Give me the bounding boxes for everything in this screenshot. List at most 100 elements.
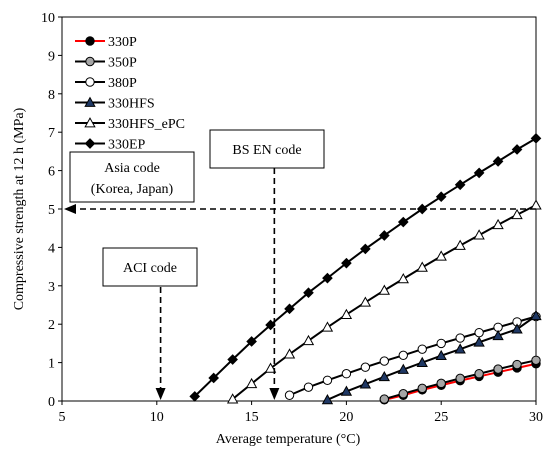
asia-code-arrowhead: [64, 204, 76, 214]
series-380p: [284, 311, 541, 400]
data-point: [341, 369, 352, 379]
data-point: [284, 390, 295, 400]
series-layer: [189, 133, 542, 405]
legend-item: 330EP: [75, 138, 146, 153]
data-point: [435, 191, 447, 203]
data-point: [473, 167, 485, 179]
data-point: [302, 334, 315, 346]
data-point: [474, 327, 484, 338]
x-axis-title: Average temperature (°C): [216, 432, 361, 447]
annotation-layer: Asia code (Korea, Japan) BS EN code ACI cod…: [64, 129, 536, 400]
plot-area: 0 1 2 3 4 5 6 7 8 9 10 5 10 15 20 25 30: [41, 11, 543, 425]
data-point: [454, 179, 466, 191]
data-point: [493, 364, 503, 374]
data-point: [436, 338, 446, 349]
data-point: [283, 348, 296, 359]
data-point: [511, 144, 523, 155]
y-tick-label: 7: [48, 126, 55, 141]
bs-en-code-arrowhead: [269, 388, 280, 400]
legend-label: 330P: [108, 35, 137, 50]
data-point: [227, 354, 238, 365]
data-point: [397, 216, 409, 228]
data-point: [492, 218, 504, 230]
bs-en-code-label: BS EN code: [232, 143, 301, 158]
data-point: [398, 350, 408, 361]
legend-marker: [85, 77, 95, 87]
aci-code-arrowhead: [155, 388, 166, 400]
series-line: [194, 137, 537, 398]
series-330ep: [189, 133, 542, 402]
data-point: [379, 356, 390, 366]
data-point: [398, 389, 408, 399]
y-tick-label: 9: [48, 49, 55, 64]
data-point: [530, 199, 542, 210]
aci-code-label: ACI code: [123, 261, 177, 276]
data-point: [360, 362, 371, 372]
y-tick-label: 4: [48, 241, 55, 256]
x-tick-label: 10: [150, 410, 164, 425]
data-point: [341, 257, 352, 269]
series-330hfs-epc: [226, 199, 542, 404]
x-tick-label: 5: [59, 410, 66, 425]
legend-marker: [85, 36, 95, 46]
legend-label: 350P: [108, 56, 137, 71]
x-tick-label: 30: [529, 410, 543, 425]
legend-label: 380P: [108, 76, 137, 91]
legend-item: 330HFS_ePC: [75, 117, 185, 132]
data-point: [435, 250, 447, 261]
legend-marker: [84, 96, 96, 107]
data-point: [303, 382, 314, 392]
data-point: [473, 229, 485, 240]
data-point: [322, 272, 333, 284]
data-point: [264, 362, 277, 373]
data-point: [321, 393, 334, 405]
data-point: [245, 377, 258, 389]
data-point: [303, 287, 314, 299]
y-tick-label: 1: [48, 357, 55, 372]
data-point: [474, 369, 484, 379]
data-point: [512, 359, 522, 370]
y-tick-label: 2: [48, 318, 55, 333]
legend-marker: [84, 138, 96, 149]
y-tick-label: 3: [48, 280, 55, 295]
y-tick-label: 8: [48, 88, 55, 103]
data-point: [321, 321, 334, 332]
legend: 330P 350P 380P 330HFS 330HFS_ePC 330EP: [75, 35, 185, 153]
legend-marker: [84, 117, 96, 128]
y-axis-title: Compressive strength at 12 h (MPa): [12, 107, 27, 310]
data-point: [189, 391, 201, 402]
asia-code-sublabel: (Korea, Japan): [91, 182, 174, 197]
data-point: [226, 393, 239, 404]
data-point: [246, 336, 257, 347]
data-point: [417, 383, 427, 394]
data-point: [360, 243, 371, 255]
x-tick-label: 25: [434, 410, 448, 425]
data-point: [530, 309, 542, 321]
data-point: [454, 343, 466, 354]
legend-label: 330HFS: [108, 97, 155, 112]
data-point: [322, 375, 333, 385]
data-point: [417, 344, 427, 354]
x-tick-label: 15: [245, 410, 259, 425]
data-point: [455, 373, 465, 384]
legend-label: 330EP: [108, 138, 146, 153]
data-point: [531, 355, 541, 365]
x-tick-label: 20: [339, 410, 353, 425]
legend-item: 380P: [75, 76, 137, 91]
data-point: [397, 273, 409, 284]
series-330hfs: [321, 309, 542, 405]
data-point: [379, 394, 390, 404]
legend-label: 330HFS_ePC: [108, 117, 185, 132]
legend-item: 330P: [75, 35, 137, 50]
data-point: [378, 284, 390, 295]
bs-en-code-box: [209, 129, 325, 169]
data-point: [492, 156, 504, 167]
data-point: [397, 363, 409, 374]
data-point: [530, 133, 542, 144]
data-point: [511, 323, 523, 334]
data-point: [436, 378, 446, 389]
data-point: [359, 296, 372, 307]
asia-code-box: [69, 151, 195, 203]
data-point: [416, 356, 428, 367]
